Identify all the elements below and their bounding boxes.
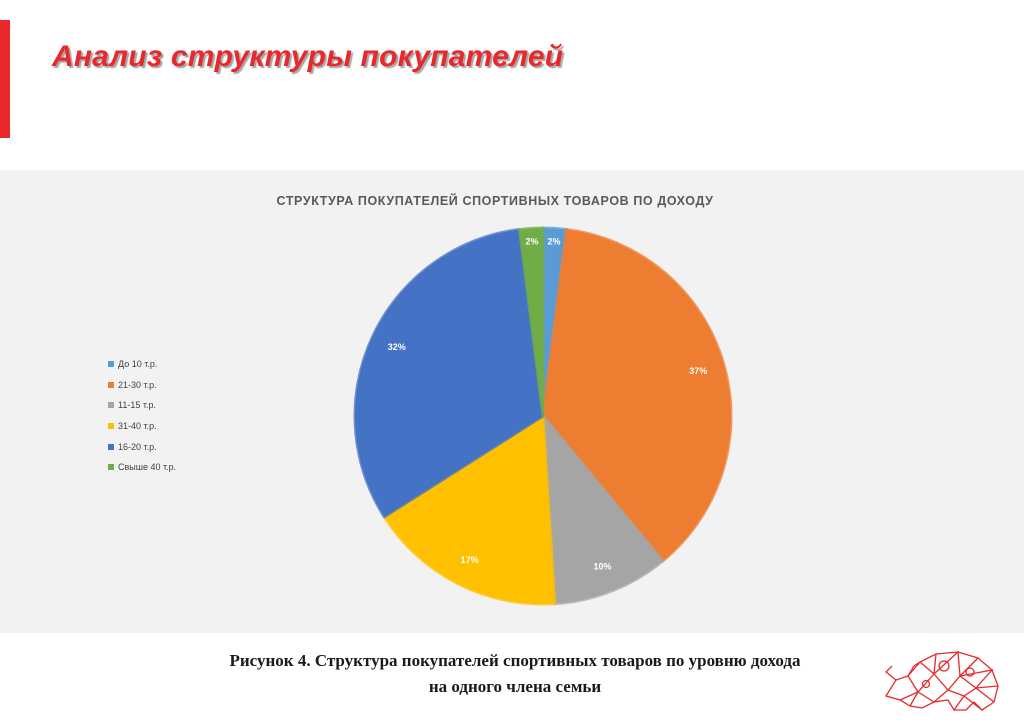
chart-panel: Структура покупателей спортивных товаров… xyxy=(0,170,1024,633)
rhino-logo-icon xyxy=(884,650,999,711)
pie-slice-4 xyxy=(382,414,557,606)
legend-item: 16-20 т.р. xyxy=(108,436,176,457)
pie-data-label-5: 32% xyxy=(388,342,406,352)
accent-bar xyxy=(0,20,10,138)
legend-item: 21-30 т.р. xyxy=(108,375,176,396)
legend-item: 11-15 т.р. xyxy=(108,395,176,416)
pie-data-label-2: 37% xyxy=(689,366,707,376)
pie-slice-3 xyxy=(541,414,665,606)
legend-label: 16-20 т.р. xyxy=(118,441,157,452)
pie-data-labels: 2% 37% 10% 17% 32% 2% xyxy=(388,237,708,572)
legend-swatch xyxy=(108,443,114,450)
legend-label: 11-15 т.р. xyxy=(118,400,156,411)
legend-label: Свыше 40 т.р. xyxy=(118,462,177,473)
pie-data-label-4: 17% xyxy=(461,555,479,565)
legend-swatch xyxy=(108,381,114,388)
pie-data-label-6: 2% xyxy=(525,237,538,247)
legend-swatch xyxy=(108,464,114,471)
legend-label: До 10 т.р. xyxy=(118,359,158,370)
legend-item: До 10 т.р. xyxy=(108,354,176,375)
slide-title: Анализ структуры покупателей xyxy=(52,40,564,73)
legend-item: Свыше 40 т.р. xyxy=(108,457,176,478)
pie-chart: 2% 37% 10% 17% 32% 2% xyxy=(353,226,733,606)
legend-label: 31-40 т.р. xyxy=(118,421,157,432)
legend-swatch xyxy=(108,402,114,409)
legend-label: 21-30 т.р. xyxy=(118,379,157,390)
legend-swatch xyxy=(108,423,114,430)
legend-swatch xyxy=(108,361,114,368)
pie-slices xyxy=(353,226,733,606)
pie-slice-2 xyxy=(541,227,733,563)
pie-data-label-1: 2% xyxy=(547,237,560,247)
pie-slice-5 xyxy=(353,227,545,519)
caption-line-2: на одного члена семьи xyxy=(428,677,602,696)
chart-legend: До 10 т.р. 21-30 т.р. 11-15 т.р. 31-40 т.р.… xyxy=(108,354,176,478)
chart-title: Структура покупателей спортивных товаров… xyxy=(276,194,714,208)
pie-data-label-3: 10% xyxy=(593,561,611,571)
legend-item: 31-40 т.р. xyxy=(108,416,176,437)
figure-caption: Рисунок 4. Структура покупателей спортив… xyxy=(90,648,940,700)
caption-line-1: Рисунок 4. Структура покупателей спортив… xyxy=(229,651,801,670)
pie-slice-6 xyxy=(517,226,545,418)
